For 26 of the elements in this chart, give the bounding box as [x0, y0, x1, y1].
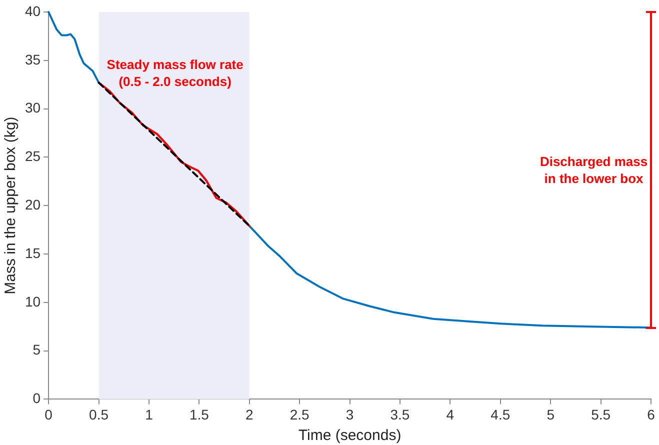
x-tick-label: 5.5	[591, 406, 611, 422]
x-tick-label: 2.5	[290, 406, 310, 422]
y-tick-label: 30	[24, 100, 41, 116]
x-axis-title: Time (seconds)	[298, 427, 402, 444]
y-tick-label: 15	[24, 244, 41, 261]
y-tick-label: 40	[24, 2, 41, 19]
y-tick-label: 5	[32, 342, 41, 358]
y-axis-title: Mass in the upper box (kg)	[2, 116, 20, 294]
x-tick-label: 0	[44, 406, 53, 422]
x-tick-label: 0.5	[89, 406, 109, 422]
x-tick-label: 3	[346, 406, 354, 422]
x-tick-label: 2	[245, 406, 254, 422]
annotation: Steady mass flow rate (0.5 - 2.0 seconds)	[106, 57, 244, 90]
x-tick-label: 6	[647, 406, 656, 422]
x-tick-label: 4.5	[490, 406, 510, 422]
y-tick-label: 25	[24, 148, 41, 164]
x-tick-label: 5	[546, 406, 555, 422]
y-tick-label: 10	[24, 293, 41, 310]
x-tick-label: 4	[446, 406, 454, 422]
x-tick-label: 1.5	[189, 406, 210, 422]
x-tick-label: 1	[145, 406, 154, 422]
y-tick-label: 20	[24, 196, 41, 212]
x-tick-label: 3.5	[390, 406, 410, 422]
annotation: Discharged mass in the lower box	[540, 154, 648, 186]
y-tick-label: 35	[24, 51, 41, 68]
y-tick-label: 0	[32, 390, 41, 406]
